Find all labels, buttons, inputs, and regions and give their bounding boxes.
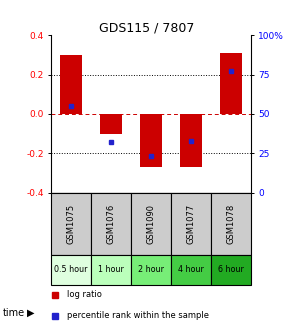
Bar <box>51 254 91 286</box>
Text: GSM1078: GSM1078 <box>226 204 235 244</box>
Text: GSM1075: GSM1075 <box>67 204 76 244</box>
Text: 6 hour: 6 hour <box>218 265 243 275</box>
Text: log ratio: log ratio <box>67 290 102 299</box>
Text: 2 hour: 2 hour <box>138 265 164 275</box>
Text: GDS115 / 7807: GDS115 / 7807 <box>99 22 194 35</box>
Bar <box>131 193 171 254</box>
Text: 0.5 hour: 0.5 hour <box>54 265 88 275</box>
Bar <box>220 53 241 114</box>
Bar <box>180 114 202 167</box>
Bar <box>140 114 162 167</box>
Bar <box>211 193 251 254</box>
Text: GSM1090: GSM1090 <box>146 204 155 244</box>
Bar <box>100 114 122 134</box>
Bar <box>91 193 131 254</box>
Bar <box>171 193 211 254</box>
Text: percentile rank within the sample: percentile rank within the sample <box>67 311 209 320</box>
Bar <box>211 254 251 286</box>
Text: GSM1077: GSM1077 <box>186 204 195 244</box>
Text: 4 hour: 4 hour <box>178 265 204 275</box>
Bar <box>131 254 171 286</box>
Text: time: time <box>3 308 25 318</box>
Bar <box>171 254 211 286</box>
Bar <box>91 254 131 286</box>
Bar <box>51 193 91 254</box>
Text: GSM1076: GSM1076 <box>107 204 115 244</box>
Bar <box>60 55 82 114</box>
Text: 1 hour: 1 hour <box>98 265 124 275</box>
Text: ▶: ▶ <box>27 308 35 318</box>
